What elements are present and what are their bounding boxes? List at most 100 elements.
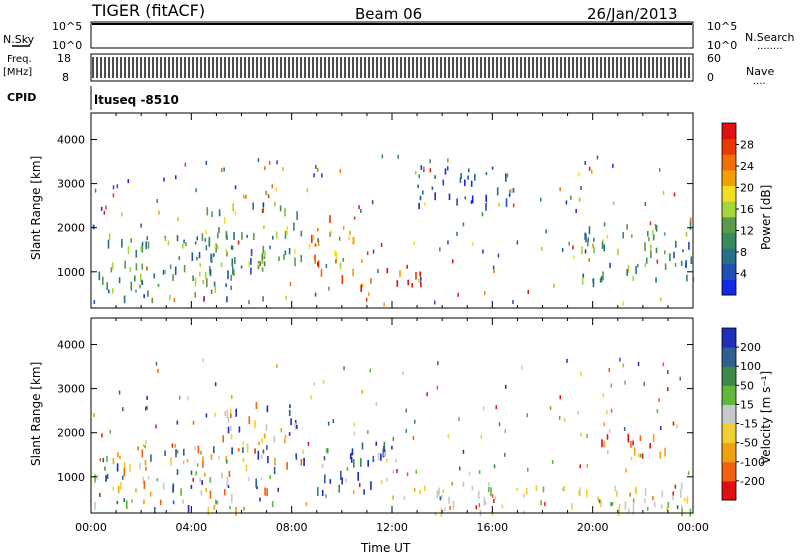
power-echo-mark bbox=[631, 234, 633, 238]
velocity-echo-mark bbox=[649, 442, 651, 449]
velocity-echo-mark bbox=[269, 475, 271, 479]
power-echo-mark bbox=[664, 263, 667, 270]
velocity-echo-mark bbox=[493, 464, 496, 469]
velocity-colorbar-tick-label: -15 bbox=[740, 418, 758, 431]
power-echo-mark bbox=[257, 158, 260, 163]
velocity-echo-mark bbox=[586, 489, 588, 498]
power-echo-mark bbox=[286, 226, 288, 235]
power-echo-mark bbox=[654, 223, 657, 230]
velocity-echo-mark bbox=[540, 500, 542, 506]
power-colorbar-label: Power [dB] bbox=[759, 185, 773, 250]
velocity-echo-mark bbox=[338, 484, 340, 493]
power-echo-mark bbox=[130, 238, 132, 243]
velocity-echo-mark bbox=[106, 456, 108, 462]
power-echo-mark bbox=[213, 281, 216, 287]
velocity-echo-mark bbox=[627, 433, 630, 443]
date-title: 26/Jan/2013 bbox=[587, 5, 678, 23]
velocity-echo-mark bbox=[273, 466, 276, 475]
xtick-label: 20:00 bbox=[577, 521, 609, 534]
power-echo-mark bbox=[275, 231, 278, 239]
velocity-echo-mark bbox=[329, 479, 332, 484]
velocity-echo-mark bbox=[307, 441, 310, 446]
velocity-echo-mark bbox=[566, 358, 568, 363]
power-echo-mark bbox=[464, 179, 466, 186]
power-echo-mark bbox=[129, 267, 131, 272]
power-echo-mark bbox=[578, 172, 580, 177]
velocity-echo-mark bbox=[579, 487, 581, 497]
power-echo-mark bbox=[397, 154, 399, 159]
velocity-ylabel: Slant Range [km] bbox=[29, 362, 43, 466]
power-echo-mark bbox=[581, 246, 583, 255]
velocity-echo-mark bbox=[123, 498, 126, 502]
power-echo-mark bbox=[311, 234, 313, 244]
velocity-echo-mark bbox=[578, 490, 580, 496]
velocity-echo-mark bbox=[154, 507, 156, 514]
power-echo-mark bbox=[593, 247, 595, 254]
velocity-echo-mark bbox=[633, 447, 636, 456]
velocity-echo-mark bbox=[359, 483, 361, 488]
velocity-echo-mark bbox=[521, 365, 523, 370]
velocity-echo-mark bbox=[120, 481, 122, 490]
power-echo-mark bbox=[626, 269, 628, 276]
velocity-echo-mark bbox=[625, 468, 627, 473]
velocity-echo-mark bbox=[611, 502, 614, 506]
power-echo-mark bbox=[682, 249, 684, 253]
power-echo-mark bbox=[274, 201, 276, 207]
power-echo-mark bbox=[123, 295, 126, 304]
power-echo-mark bbox=[328, 286, 330, 291]
power-echo-mark bbox=[146, 236, 148, 241]
power-ylabel: Slant Range [km] bbox=[29, 156, 43, 260]
velocity-echo-mark bbox=[357, 472, 359, 481]
power-echo-mark bbox=[582, 273, 585, 278]
velocity-echo-mark bbox=[683, 498, 686, 502]
power-echo-mark bbox=[204, 271, 207, 279]
velocity-echo-mark bbox=[94, 474, 96, 483]
nsky-label: N.Sky bbox=[3, 33, 35, 46]
velocity-echo-mark bbox=[313, 382, 315, 386]
velocity-echo-mark bbox=[661, 490, 664, 498]
velocity-echo-mark bbox=[183, 448, 185, 456]
velocity-echo-mark bbox=[618, 507, 620, 516]
power-echo-mark bbox=[349, 230, 351, 235]
power-echo-mark bbox=[139, 284, 141, 289]
xtick-label: 04:00 bbox=[175, 521, 207, 534]
power-echo-mark bbox=[218, 227, 220, 233]
power-echo-mark bbox=[592, 278, 595, 288]
power-echo-mark bbox=[342, 226, 345, 230]
velocity-echo-mark bbox=[195, 471, 197, 476]
power-echo-mark bbox=[199, 263, 201, 268]
velocity-colorbar-segment bbox=[722, 385, 736, 405]
velocity-echo-mark bbox=[383, 445, 385, 449]
velocity-echo-mark bbox=[237, 448, 240, 452]
velocity-echo-mark bbox=[679, 376, 681, 381]
power-echo-mark bbox=[271, 184, 273, 189]
velocity-echo-mark bbox=[462, 449, 465, 454]
power-echo-mark bbox=[448, 193, 451, 201]
power-echo-mark bbox=[300, 254, 302, 263]
velocity-echo-mark bbox=[146, 395, 148, 400]
power-echo-mark bbox=[419, 195, 422, 201]
power-echo-mark bbox=[294, 248, 296, 255]
velocity-echo-mark bbox=[209, 490, 212, 499]
velocity-echo-mark bbox=[289, 404, 291, 409]
velocity-colorbar-segment bbox=[722, 328, 736, 348]
velocity-echo-mark bbox=[180, 488, 182, 496]
velocity-echo-mark bbox=[321, 463, 324, 469]
velocity-echo-mark bbox=[641, 453, 644, 459]
power-echo-mark bbox=[673, 192, 676, 197]
power-echo-mark bbox=[429, 168, 432, 173]
power-echo-mark bbox=[107, 239, 110, 249]
velocity-echo-mark bbox=[254, 449, 256, 454]
velocity-echo-mark bbox=[112, 458, 115, 465]
velocity-echo-mark bbox=[434, 511, 437, 516]
power-echo-mark bbox=[195, 188, 197, 193]
velocity-x-ticks: 00:00 04:00 08:00 12:00 16:00 20:00 00:00 bbox=[75, 318, 709, 534]
power-echo-mark bbox=[498, 202, 500, 207]
velocity-echo-mark bbox=[229, 425, 232, 432]
velocity-echo-mark bbox=[310, 395, 312, 400]
power-echo-mark bbox=[263, 261, 266, 267]
power-echo-mark bbox=[609, 262, 611, 268]
power-echo-mark bbox=[116, 184, 119, 189]
velocity-echo-mark bbox=[392, 436, 395, 441]
power-echo-mark bbox=[192, 275, 194, 281]
